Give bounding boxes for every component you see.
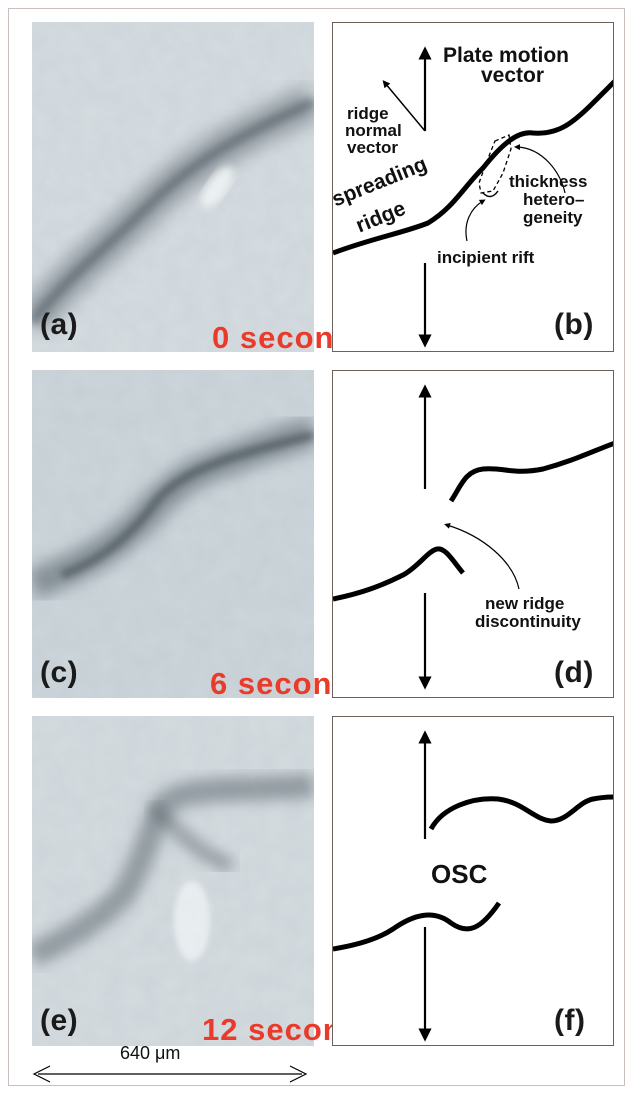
plate-motion-label: Plate motion [443, 44, 570, 67]
diagram-panel-b: Plate motion vector ridge normal vector … [332, 22, 614, 352]
upper-ridge-segment [428, 794, 613, 831]
ridge-normal-label-3: vector [347, 138, 399, 157]
photo-panel-a [32, 22, 314, 352]
incipient-rift-curve [482, 190, 499, 198]
ridge-normal-label-1: ridge [347, 104, 389, 123]
photo-panel-e [32, 716, 314, 1046]
thickness-label-3: geneity [523, 208, 583, 227]
lower-ridge-segment [333, 901, 502, 952]
scale-bar-label: 640 μm [120, 1043, 181, 1063]
discontinuity-label: discontinuity [475, 612, 581, 631]
diagram-panel-d: new ridge discontinuity [332, 370, 614, 698]
discontinuity-pointer [444, 523, 520, 590]
figure-frame [8, 8, 625, 1086]
osc-label: OSC [431, 859, 488, 889]
panel-label-f: (f) [554, 1004, 586, 1037]
scale-bar [32, 1065, 308, 1083]
new-ridge-label: new ridge [485, 594, 565, 613]
thickness-pointer [514, 144, 566, 194]
spreading-ridge-line [333, 79, 613, 256]
thickness-label-1: thickness [509, 172, 588, 191]
thickness-label-2: hetero– [523, 190, 585, 209]
upper-ridge-segment [448, 441, 613, 503]
incipient-rift-label: incipient rift [437, 248, 535, 267]
lower-ridge-segment [333, 546, 465, 602]
plate-motion-vector-label: vector [481, 64, 545, 87]
panel-label-a: (a) [40, 308, 79, 341]
incipient-rift-pointer [465, 199, 486, 242]
panel-label-b: (b) [554, 308, 594, 341]
panel-label-e: (e) [40, 1004, 79, 1037]
panel-label-d: (d) [554, 656, 594, 689]
diagram-panel-f: OSC [332, 716, 614, 1046]
photo-panel-c [32, 370, 314, 698]
ridge-normal-arrow [382, 80, 426, 132]
ridge-normal-label-2: normal [345, 121, 402, 140]
panel-label-c: (c) [40, 656, 79, 689]
thickness-heterogeneity-outline [478, 134, 512, 194]
